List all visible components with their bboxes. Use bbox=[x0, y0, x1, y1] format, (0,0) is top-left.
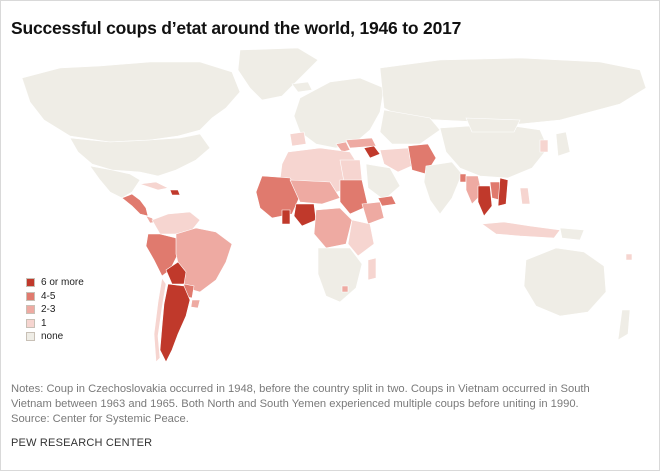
legend-swatch bbox=[26, 305, 35, 315]
notes-source: Source: Center for Systemic Peace. bbox=[11, 413, 189, 425]
region-russia bbox=[379, 57, 647, 125]
region-korea bbox=[539, 139, 549, 153]
region-thailand bbox=[477, 185, 493, 217]
legend-swatch bbox=[26, 332, 35, 342]
region-australia bbox=[523, 247, 607, 317]
notes-line: Vietnam between 1963 and 1965. Both Nort… bbox=[11, 398, 579, 410]
region-vietnam bbox=[497, 177, 509, 207]
legend-item-six-plus: 6 or more bbox=[26, 276, 84, 290]
region-iceland bbox=[291, 81, 313, 93]
region-sudan bbox=[339, 179, 369, 215]
region-yemen bbox=[377, 195, 397, 207]
region-central-america bbox=[121, 193, 149, 217]
region-usa bbox=[69, 133, 211, 177]
region-indonesia bbox=[481, 221, 561, 239]
region-ethiopia bbox=[361, 201, 385, 225]
notes: Notes: Coup in Czechoslovakia occurred i… bbox=[11, 382, 651, 427]
region-lesotho bbox=[341, 285, 349, 293]
region-mongolia bbox=[465, 117, 521, 133]
region-bangladesh bbox=[459, 173, 467, 183]
region-central-asia bbox=[379, 109, 441, 145]
region-egypt bbox=[339, 159, 363, 183]
region-png bbox=[559, 227, 585, 241]
region-uruguay bbox=[190, 299, 201, 309]
legend-label: 6 or more bbox=[41, 277, 84, 289]
legend-label: 1 bbox=[41, 317, 47, 329]
region-east-africa bbox=[347, 219, 375, 257]
region-chile bbox=[153, 277, 167, 363]
region-new-zealand bbox=[617, 309, 631, 341]
region-saudi bbox=[365, 163, 401, 201]
region-portugal-spain bbox=[289, 131, 307, 147]
region-nigeria bbox=[293, 203, 317, 227]
legend-item-two-three: 2-3 bbox=[26, 303, 84, 317]
region-greece-cyprus bbox=[335, 141, 351, 153]
region-japan bbox=[555, 131, 571, 157]
region-cuba bbox=[139, 181, 169, 191]
region-sahel bbox=[289, 179, 341, 205]
region-colombia-venezuela bbox=[151, 211, 201, 235]
legend-label: none bbox=[41, 331, 64, 343]
world-map bbox=[21, 48, 647, 363]
legend-swatch bbox=[26, 278, 35, 288]
region-philippines bbox=[519, 187, 531, 205]
region-india bbox=[423, 161, 463, 215]
region-southern-africa bbox=[317, 247, 363, 303]
source-organization: PEW RESEARCH CENTER bbox=[11, 437, 153, 449]
region-syria-iraq bbox=[363, 145, 381, 159]
region-china bbox=[439, 123, 549, 179]
region-haiti bbox=[169, 189, 181, 196]
region-greenland bbox=[237, 48, 319, 101]
map-title: Successful coups d’etat around the world… bbox=[11, 18, 462, 38]
region-fiji bbox=[625, 253, 633, 261]
legend-label: 2-3 bbox=[41, 304, 56, 316]
region-europe bbox=[293, 77, 385, 149]
region-ghana bbox=[281, 209, 291, 225]
legend-swatch bbox=[26, 318, 35, 328]
region-canada bbox=[21, 61, 241, 143]
map-legend: 6 or more 4-5 2-3 1 none bbox=[26, 276, 84, 344]
legend-item-one: 1 bbox=[26, 317, 84, 331]
region-mexico bbox=[89, 165, 141, 199]
region-madagascar bbox=[367, 257, 377, 281]
region-turkey bbox=[345, 137, 377, 149]
legend-label: 4-5 bbox=[41, 290, 56, 302]
legend-item-none: none bbox=[26, 330, 84, 344]
notes-line: Notes: Coup in Czechoslovakia occurred i… bbox=[11, 383, 590, 395]
legend-item-four-five: 4-5 bbox=[26, 290, 84, 304]
region-iran bbox=[379, 147, 417, 173]
region-argentina bbox=[159, 283, 191, 363]
region-bolivia bbox=[165, 261, 187, 285]
region-central-africa bbox=[313, 207, 353, 249]
legend-swatch bbox=[26, 291, 35, 301]
